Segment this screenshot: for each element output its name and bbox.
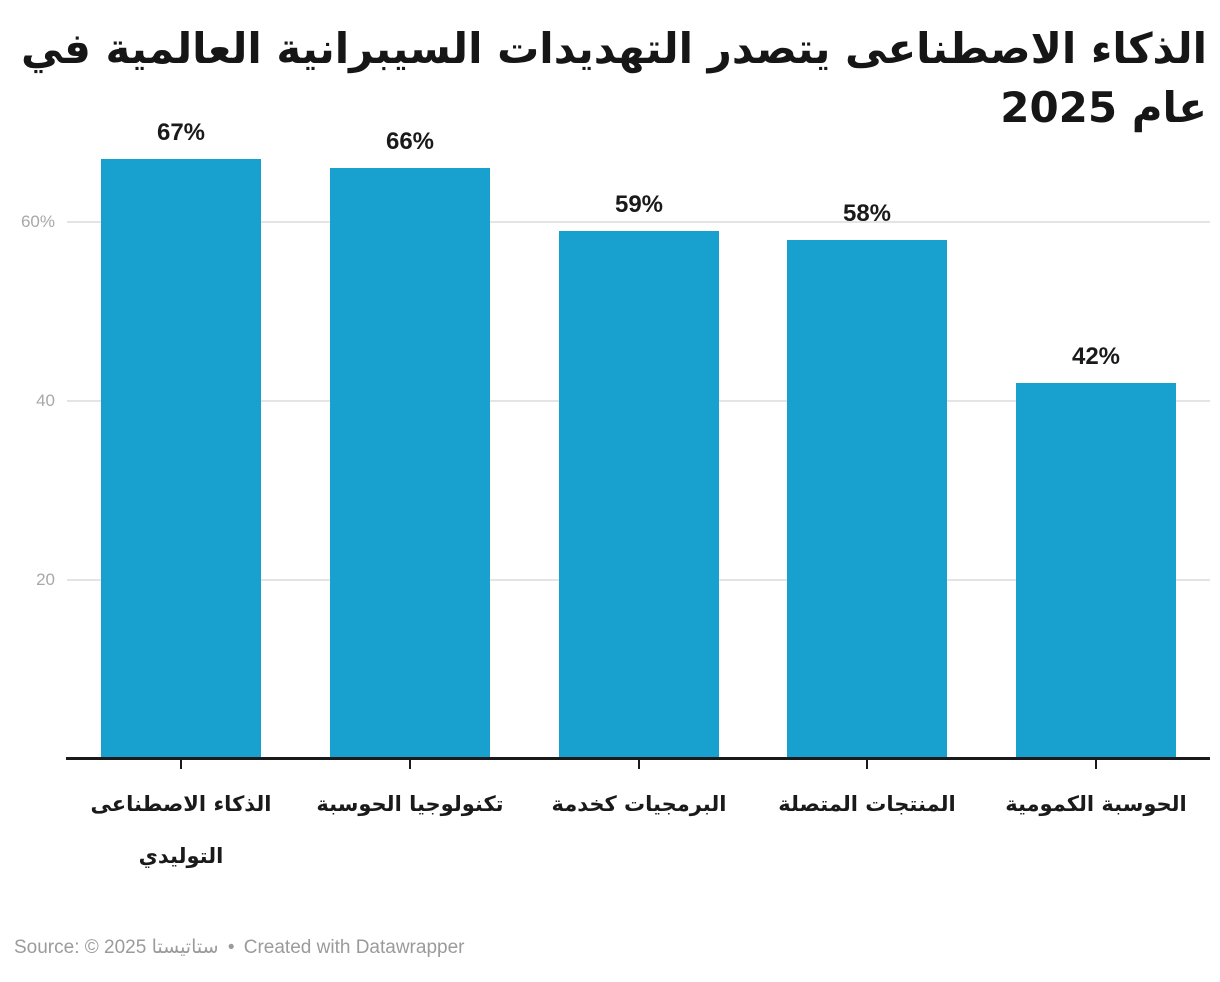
category-label: الحوسبة الكمومية bbox=[1005, 792, 1187, 816]
x-axis-tick bbox=[1095, 760, 1097, 769]
y-axis-tick-label: 60% bbox=[20, 212, 55, 231]
x-axis-line bbox=[66, 757, 1210, 760]
bar bbox=[101, 159, 261, 758]
category-label: الذكاء الاصطناعى التوليدي bbox=[90, 792, 272, 868]
category-label: البرمجيات كخدمة bbox=[551, 792, 727, 816]
chart-title: الذكاء الاصطناعى يتصدر التهديدات السيبرا… bbox=[20, 24, 1207, 132]
bar-value-label: 42% bbox=[1071, 343, 1121, 370]
category-label: تكنولوجيا الحوسبة bbox=[316, 792, 504, 816]
bar-value-label: 59% bbox=[614, 191, 664, 218]
y-axis-tick-label: 20 bbox=[36, 570, 55, 589]
x-axis-tick bbox=[638, 760, 640, 769]
gridline bbox=[67, 221, 1210, 223]
bar bbox=[787, 240, 947, 758]
x-axis-tick bbox=[866, 760, 868, 769]
footer-separator: • bbox=[227, 937, 235, 958]
bar-value-label: 66% bbox=[385, 128, 435, 155]
datawrapper-attribution-link[interactable]: Created with Datawrapper bbox=[243, 937, 465, 958]
bar-value-label: 67% bbox=[156, 119, 206, 146]
x-axis-tick bbox=[409, 760, 411, 769]
bar bbox=[559, 231, 719, 758]
chart-footer: Source: © 2025 ستاتيستا • Created with D… bbox=[14, 936, 1206, 961]
y-axis-tick-label: 40 bbox=[36, 391, 55, 410]
category-label: المنتجات المتصلة bbox=[778, 792, 956, 816]
bar bbox=[1016, 383, 1176, 758]
x-axis-tick bbox=[180, 760, 182, 769]
bar-value-label: 58% bbox=[842, 200, 892, 227]
bar bbox=[330, 168, 490, 758]
source-text: Source: © 2025 ستاتيستا bbox=[14, 937, 219, 958]
